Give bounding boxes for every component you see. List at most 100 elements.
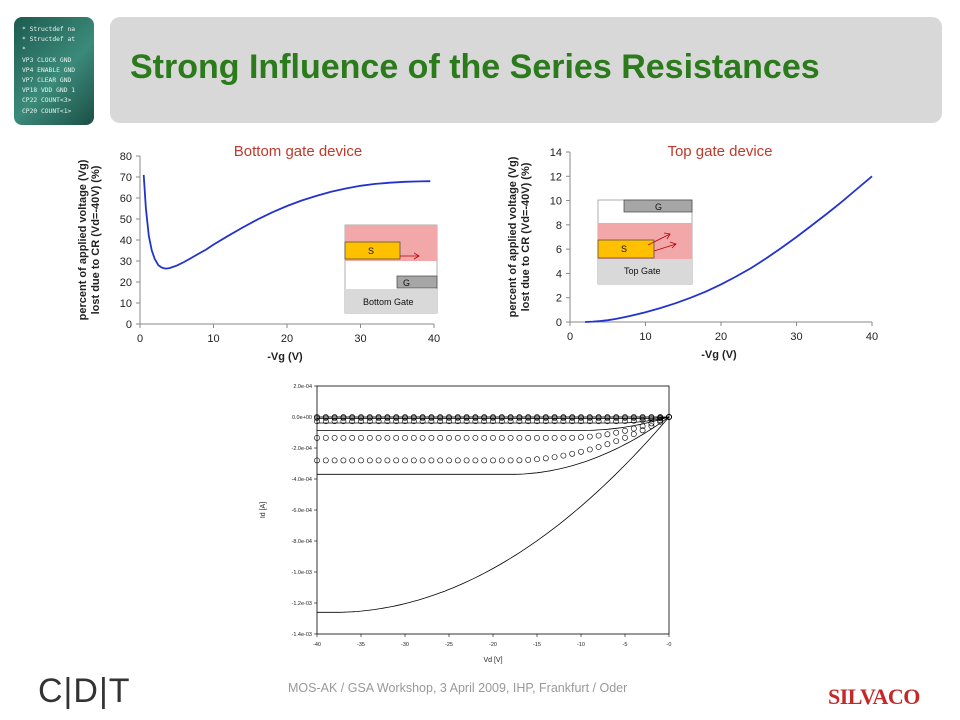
data-point (419, 418, 426, 425)
code-line: CP20 COUNT<1> (22, 107, 72, 115)
data-point (410, 415, 417, 421)
data-point (428, 415, 435, 421)
x-tick-label: 20 (281, 333, 293, 345)
data-point (595, 418, 602, 425)
y-tick-label: 70 (120, 172, 132, 184)
y-tick-label: -8.0e-04 (292, 539, 313, 545)
y-axis-title: percent of applied voltage (Vg) lost due … (77, 159, 102, 320)
y-tick-label: 8 (556, 220, 562, 232)
data-point (604, 431, 611, 438)
header-bar (110, 17, 942, 123)
data-point (428, 435, 435, 441)
bottom-gate-chart: 0 10 20 30 40 50 60 70 80 0 10 20 30 40 -Vg (V) percent… (77, 143, 440, 363)
source-contact (597, 239, 655, 259)
data-point (428, 418, 435, 425)
top-gate-inset: G S Top Gate (597, 199, 693, 285)
data-point (402, 418, 408, 425)
data-point (498, 435, 505, 441)
data-point (349, 415, 356, 421)
data-point (578, 448, 584, 455)
data-point (560, 452, 567, 459)
data-point (586, 446, 593, 453)
data-point (525, 457, 532, 463)
data-point (314, 435, 320, 441)
inset-caption: Top Gate (624, 266, 661, 276)
data-point (463, 457, 470, 464)
data-point (437, 435, 444, 441)
solid-curve (317, 416, 670, 475)
data-point (472, 457, 479, 464)
data-point (419, 415, 426, 421)
data-point (349, 457, 356, 464)
data-point (560, 415, 567, 421)
data-point (331, 418, 338, 425)
data-point (490, 435, 496, 441)
data-point (384, 435, 391, 441)
code-line: VP3 CLOCK GND (22, 56, 72, 64)
data-point (446, 435, 452, 441)
data-point (534, 418, 540, 425)
data-point (516, 457, 523, 464)
solid-curve (317, 416, 670, 431)
data-point (454, 418, 461, 425)
data-point (463, 415, 470, 421)
data-point (366, 418, 373, 425)
x-axis-title: Vd [V] (483, 657, 502, 664)
data-point (349, 418, 356, 425)
data-point (331, 435, 338, 441)
data-point (366, 415, 373, 421)
data-point (666, 414, 672, 420)
y-axis-title: Id [A] (260, 502, 267, 518)
data-point (375, 457, 382, 464)
data-point (481, 435, 488, 441)
data-point (358, 418, 364, 425)
data-point (613, 429, 620, 436)
data-point (472, 418, 479, 425)
data-point (586, 415, 593, 421)
data-point (542, 435, 549, 441)
current-arrow (647, 233, 671, 246)
data-point (366, 435, 373, 441)
source-contact (344, 241, 401, 260)
data-point (366, 457, 373, 464)
circle-series (314, 414, 672, 441)
data-point (516, 415, 523, 421)
data-point (490, 418, 496, 425)
chart-title: Top gate device (667, 143, 772, 160)
data-point (586, 433, 593, 440)
data-point (331, 457, 338, 464)
data-point (622, 427, 628, 434)
x-tick-label: -15 (533, 642, 541, 648)
code-line: * Structdef na (22, 26, 76, 33)
series-line (142, 174, 431, 270)
footer-text: MOS-AK / GSA Workshop, 3 April 2009, IHP… (288, 681, 628, 695)
y-tick-label: 10 (550, 196, 562, 208)
data-point (604, 415, 611, 421)
data-point (578, 415, 584, 421)
data-point (393, 435, 400, 441)
data-point (569, 418, 576, 425)
data-point (551, 435, 558, 441)
code-thumbnail-image: * Structdef na * Structdef at * VP3 CLOCK G… (14, 17, 94, 125)
data-point (507, 415, 514, 421)
data-point (551, 454, 558, 460)
data-point (560, 435, 567, 441)
code-line: VP4 ENABLE GND (22, 66, 76, 74)
x-tick-label: 30 (354, 333, 366, 345)
x-tick-label: 0 (567, 331, 573, 343)
data-point (569, 434, 576, 441)
substrate-layer (345, 289, 437, 313)
data-point (604, 418, 611, 425)
y-tick-label: 6 (556, 244, 562, 256)
data-point (630, 431, 637, 437)
data-point (613, 438, 620, 444)
data-point (498, 457, 505, 464)
data-point (340, 457, 347, 464)
arrow-head (669, 241, 677, 249)
x-tick-label: 30 (790, 331, 802, 343)
data-point (507, 457, 514, 464)
data-point (322, 435, 329, 441)
x-tick-label: 10 (639, 331, 651, 343)
y-tick-label: 40 (120, 235, 132, 247)
slide-title: Strong Influence of the Series Resistanc… (130, 48, 820, 86)
